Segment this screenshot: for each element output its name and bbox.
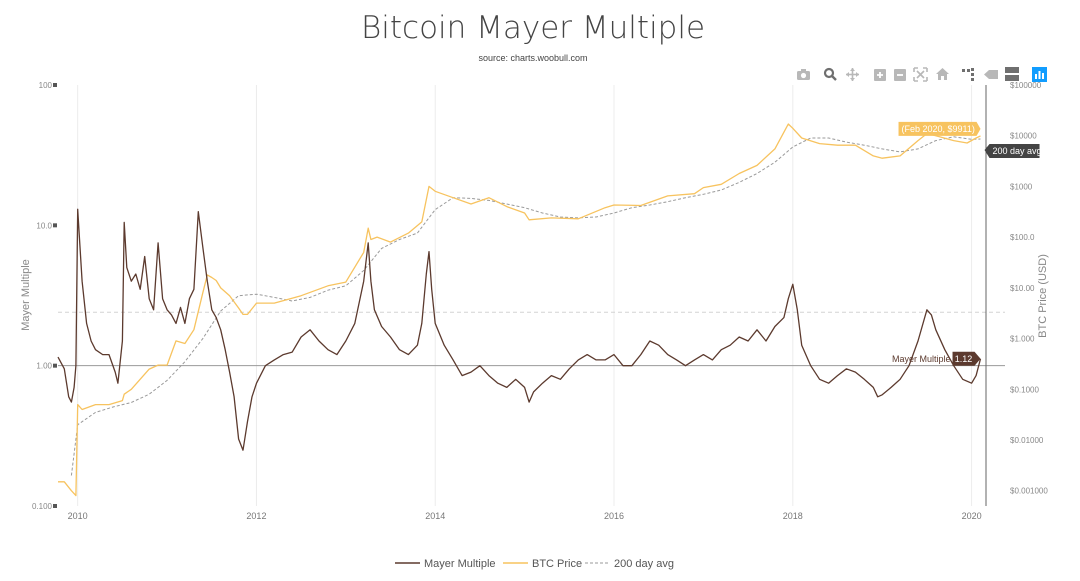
x-axis-ticks: 2010 2012 2014 2016 2018 2020 [68, 511, 982, 521]
annotation-box [898, 121, 981, 136]
series-layer [57, 123, 982, 497]
right-tick-label: $0.01000 [1010, 436, 1044, 445]
annotation-value-box [952, 351, 981, 366]
autoscale-icon[interactable] [913, 67, 928, 82]
series-line-mayer-multiple [57, 208, 982, 451]
right-tick-label: $100000 [1010, 81, 1042, 90]
chart-subtitle: source: charts.woobull.com [478, 53, 587, 63]
right-tick-label: $10.00 [1010, 284, 1035, 293]
x-tick-label: 2010 [68, 511, 88, 521]
left-tick-label: 100 [39, 81, 53, 90]
vertical-gridlines [77, 85, 973, 506]
x-tick-label: 2020 [962, 511, 982, 521]
left-tick-label: 1.00 [36, 362, 52, 371]
right-axis-title: BTC Price (USD) [1037, 254, 1049, 338]
series-line-200-day-avg [70, 136, 981, 476]
left-axis-ticks: 100 10.0 1.00 0.100 [32, 81, 57, 511]
legend: Mayer Multiple BTC Price 200 day avg [395, 558, 674, 570]
left-tick-mark [53, 363, 57, 368]
right-tick-label: $0.1000 [1010, 385, 1039, 394]
hover-annotations: (Feb 2020, $9911) 200 day avg Mayer Multip… [892, 121, 1042, 366]
zoom-in-icon[interactable] [874, 69, 886, 81]
x-tick-label: 2012 [246, 511, 266, 521]
hover-closest-icon[interactable] [984, 70, 998, 79]
reset-axes-icon[interactable] [936, 68, 949, 80]
plotly-logo-icon[interactable] [1032, 67, 1047, 82]
spike-lines-icon[interactable] [962, 68, 974, 81]
annotation-value: 1.12 [955, 354, 973, 364]
annotation-label: 200 day avg [993, 146, 1042, 156]
annotation-box [984, 144, 1040, 159]
left-tick-mark [53, 223, 57, 228]
right-axis-ticks: $100000 $10000 $1000 $100.0 $10.00 $1.000 $0.1… [1010, 81, 1048, 496]
x-tick-label: 2014 [425, 511, 445, 521]
modebar-toolbar [797, 67, 1047, 82]
hover-compare-icon[interactable] [1005, 67, 1019, 81]
legend-item-label[interactable]: 200 day avg [614, 558, 674, 570]
left-tick-label: 0.100 [32, 502, 53, 511]
zoom-out-icon[interactable] [894, 69, 906, 81]
x-tick-label: 2016 [604, 511, 624, 521]
x-tick-label: 2018 [783, 511, 803, 521]
legend-item-label[interactable]: Mayer Multiple [424, 558, 496, 570]
legend-item-label[interactable]: BTC Price [532, 558, 582, 570]
left-tick-label: 10.0 [36, 221, 52, 230]
reference-lines [58, 311, 1005, 367]
right-tick-label: $100.0 [1010, 233, 1035, 242]
right-tick-label: $1000 [1010, 182, 1033, 191]
chart-title: Bitcoin Mayer Multiple [361, 10, 705, 46]
zoom-icon[interactable] [823, 67, 837, 81]
series-line-btc-price [58, 123, 981, 497]
pan-icon[interactable] [846, 68, 859, 81]
left-tick-mark [53, 504, 57, 508]
annotation-series-name: Mayer Multiple [892, 354, 951, 364]
right-tick-label: $0.001000 [1010, 487, 1048, 496]
camera-icon[interactable] [797, 69, 810, 80]
left-axis-title: Mayer Multiple [20, 259, 32, 331]
right-tick-label: $10000 [1010, 132, 1037, 141]
annotation-label: (Feb 2020, $9911) [902, 124, 975, 134]
left-tick-mark [53, 83, 57, 87]
right-tick-label: $1.000 [1010, 335, 1035, 344]
